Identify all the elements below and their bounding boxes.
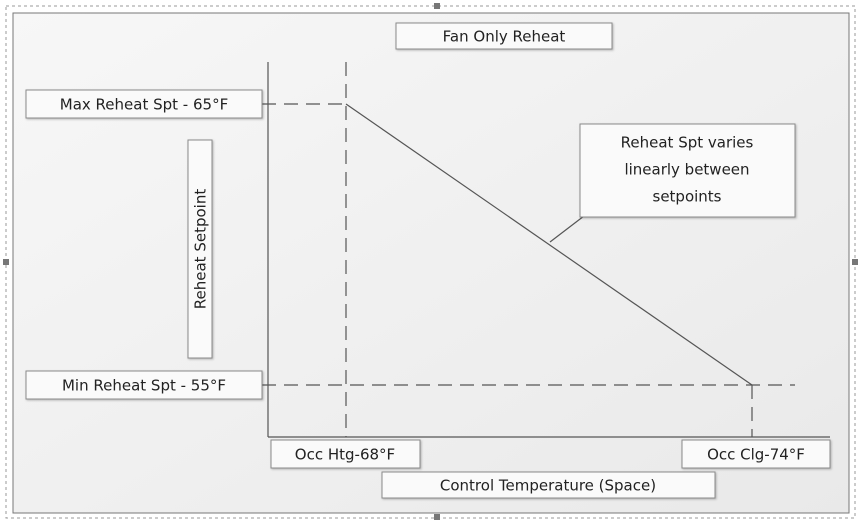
canvas — [12, 12, 850, 514]
title: Fan Only Reheat — [443, 28, 566, 46]
y-label-box — [187, 139, 213, 359]
x-label-box — [381, 471, 716, 499]
callout-line: linearly between — [624, 161, 749, 179]
reheat-line — [345, 103, 753, 386]
y-axis-label: Reheat Setpoint — [192, 189, 210, 310]
title-box — [395, 22, 613, 50]
handle — [852, 259, 858, 265]
heating-label: Occ Htg-68°F — [295, 446, 395, 464]
min-setpoint-label: Min Reheat Spt - 55°F — [62, 377, 226, 395]
heating-box — [270, 439, 421, 469]
handle — [434, 3, 440, 9]
max-setpoint-label: Max Reheat Spt - 65°F — [60, 96, 228, 114]
x-axis-label: Control Temperature (Space) — [440, 477, 656, 495]
cooling-label: Occ Clg-74°F — [707, 446, 805, 464]
callout-line: Reheat Spt varies — [621, 134, 754, 152]
handle — [3, 259, 9, 265]
max-box — [25, 89, 263, 119]
cooling-box — [681, 439, 831, 469]
min-box — [25, 370, 263, 400]
callout-box — [579, 123, 796, 218]
callout-leader — [549, 215, 585, 243]
callout-line: setpoints — [653, 188, 722, 206]
handle — [434, 514, 440, 520]
